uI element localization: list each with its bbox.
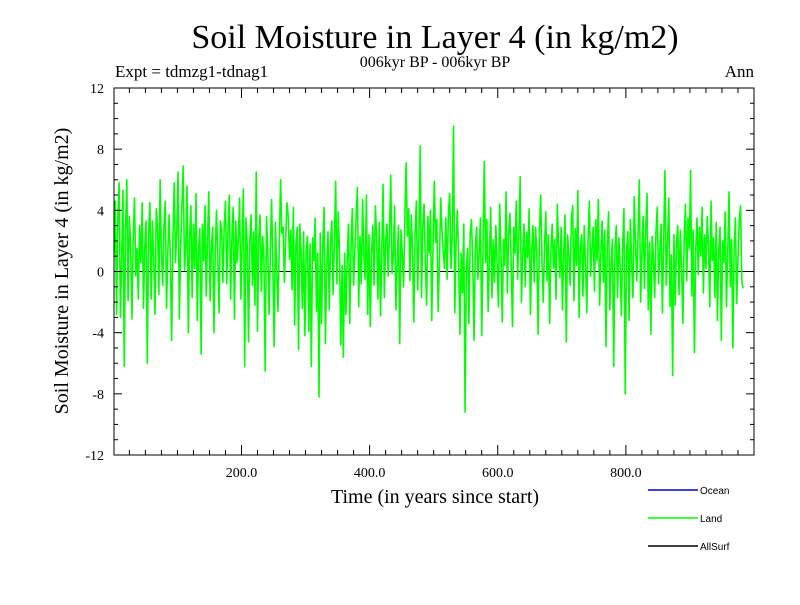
- y-tick-label: -4: [92, 327, 104, 342]
- y-tick-label: 4: [97, 204, 104, 219]
- y-tick-label: 12: [90, 82, 104, 97]
- experiment-label: Expt = tdmzg1-tdnag1: [115, 62, 268, 81]
- y-tick-label: 8: [97, 143, 104, 158]
- x-axis-label: Time (in years since start): [331, 486, 539, 508]
- y-tick-label: -8: [92, 388, 104, 403]
- plot-area: [114, 125, 754, 413]
- x-tick-label: 400.0: [354, 466, 386, 481]
- x-tick-label: 800.0: [610, 466, 642, 481]
- chart-subtitle: 006kyr BP - 006kyr BP: [360, 54, 511, 71]
- legend-label-ocean: Ocean: [700, 486, 729, 497]
- series-line-land: [114, 125, 744, 413]
- chart-title: Soil Moisture in Layer 4 (in kg/m2): [191, 19, 678, 56]
- axes: -12 -8 -4 0 4 8 12 200.0 400.0 600.0 800.0: [85, 82, 755, 481]
- legend-label-land: Land: [700, 514, 722, 525]
- legend-label-allsurf: AllSurf: [700, 542, 730, 553]
- y-tick-label: 0: [97, 266, 104, 281]
- y-tick-label: -12: [85, 449, 104, 464]
- y-axis-label: Soil Moisture in Layer 4 (in kg/m2): [51, 128, 73, 415]
- legend: Ocean Land AllSurf: [648, 486, 730, 553]
- x-tick-label: 600.0: [482, 466, 514, 481]
- x-tick-label: 200.0: [226, 466, 258, 481]
- season-label: Ann: [725, 62, 755, 81]
